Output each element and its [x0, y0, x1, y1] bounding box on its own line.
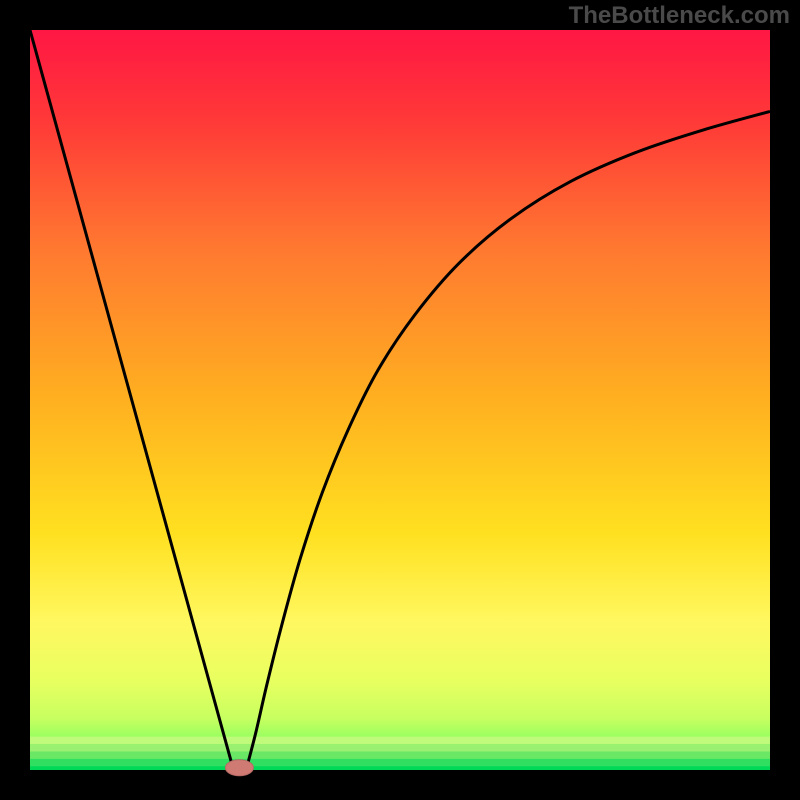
plot-background [30, 30, 770, 770]
watermark-text: TheBottleneck.com [569, 2, 790, 30]
bottleneck-chart [0, 0, 800, 800]
gradient-bands [30, 737, 770, 770]
minimum-marker [225, 760, 253, 776]
